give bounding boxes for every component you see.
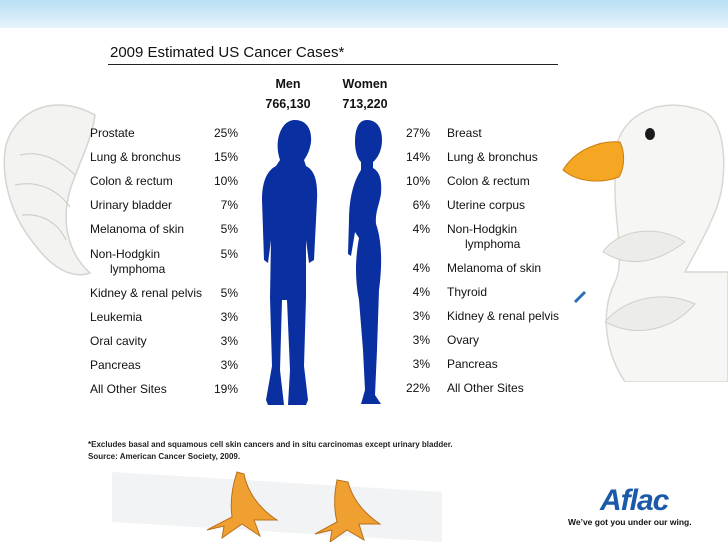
site-name: Pancreas bbox=[90, 358, 141, 372]
site-name: Non-Hodgkin bbox=[90, 247, 161, 261]
site-name: Lung & bronchus bbox=[90, 150, 181, 164]
site-pct: 19% bbox=[213, 382, 238, 396]
site-pct: 25% bbox=[213, 126, 238, 140]
site-pct: 3% bbox=[220, 334, 238, 348]
site-name: All Other Sites bbox=[447, 381, 524, 395]
site-name: Oral cavity bbox=[90, 334, 147, 348]
site-pct: 14% bbox=[405, 150, 430, 164]
top-band bbox=[0, 0, 728, 28]
site-pct: 4% bbox=[412, 285, 430, 299]
men-label: Men bbox=[275, 77, 301, 91]
site-pct: 6% bbox=[412, 198, 430, 212]
site-name: Melanoma of skin bbox=[447, 261, 542, 275]
woman-silhouette-icon bbox=[345, 120, 395, 408]
women-header: Women 713,220 bbox=[330, 74, 400, 114]
site-name-cont: lymphoma bbox=[110, 262, 166, 276]
site-name: Lung & bronchus bbox=[447, 150, 538, 164]
site-pct: 5% bbox=[220, 222, 238, 236]
site-pct: 3% bbox=[220, 358, 238, 372]
title-rule bbox=[108, 64, 558, 65]
site-pct: 15% bbox=[213, 150, 238, 164]
man-silhouette-icon bbox=[262, 120, 322, 408]
site-name: Colon & rectum bbox=[90, 174, 173, 188]
site-name: Thyroid bbox=[447, 285, 488, 299]
site-pct: 27% bbox=[405, 126, 430, 140]
duck-feet-icon bbox=[112, 462, 442, 542]
site-pct: 3% bbox=[412, 309, 430, 323]
site-name: Breast bbox=[447, 126, 482, 140]
source-note: Source: American Cancer Society, 2009. bbox=[88, 452, 241, 461]
site-name: Melanoma of skin bbox=[90, 222, 185, 236]
page-title: 2009 Estimated US Cancer Cases* bbox=[110, 44, 345, 61]
site-name: Prostate bbox=[90, 126, 135, 140]
site-name: Ovary bbox=[447, 333, 480, 347]
site-pct: 4% bbox=[412, 261, 430, 275]
site-pct: 10% bbox=[213, 174, 238, 188]
site-pct: 5% bbox=[220, 247, 238, 261]
site-name: Non-Hodgkin bbox=[447, 222, 518, 236]
site-pct: 22% bbox=[405, 381, 430, 395]
site-pct: 7% bbox=[220, 198, 238, 212]
men-total: 766,130 bbox=[265, 97, 311, 111]
site-pct: 4% bbox=[412, 222, 430, 236]
tagline: We’ve got you under our wing. bbox=[568, 517, 692, 527]
site-name: Colon & rectum bbox=[447, 174, 530, 188]
duck-head-icon bbox=[545, 72, 728, 382]
site-pct: 3% bbox=[412, 357, 430, 371]
men-header: Men 766,130 bbox=[258, 74, 318, 114]
site-name: Urinary bladder bbox=[90, 198, 173, 212]
site-name: Leukemia bbox=[90, 310, 143, 324]
site-name: Kidney & renal pelvis bbox=[90, 286, 203, 300]
women-label: Women bbox=[342, 77, 388, 91]
site-name: Pancreas bbox=[447, 357, 498, 371]
site-pct: 10% bbox=[405, 174, 430, 188]
women-total: 713,220 bbox=[342, 97, 388, 111]
footnote: *Excludes basal and squamous cell skin c… bbox=[88, 440, 453, 449]
site-name-cont: lymphoma bbox=[465, 237, 521, 251]
aflac-logo: Aflac bbox=[600, 484, 669, 517]
site-pct: 3% bbox=[412, 333, 430, 347]
duck-wing-left-icon bbox=[0, 95, 100, 285]
site-name: Kidney & renal pelvis bbox=[447, 309, 560, 323]
site-name: Uterine corpus bbox=[447, 198, 526, 212]
site-pct: 5% bbox=[220, 286, 238, 300]
site-pct: 3% bbox=[220, 310, 238, 324]
site-name: All Other Sites bbox=[90, 382, 167, 396]
